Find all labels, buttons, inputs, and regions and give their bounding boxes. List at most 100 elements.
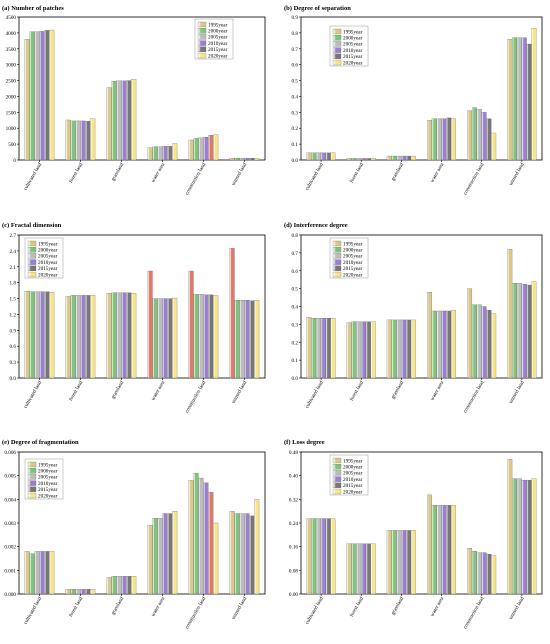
legend-swatch	[27, 240, 37, 247]
bar	[254, 499, 260, 595]
bar	[126, 576, 132, 595]
legend-label: 2005year	[343, 254, 363, 260]
x-tick-label: unused land	[508, 162, 526, 187]
bar	[234, 300, 240, 379]
y-tick-label: 0	[13, 158, 16, 164]
bar	[234, 157, 240, 161]
bar	[391, 530, 397, 595]
bar	[152, 146, 158, 161]
x-tick-label: unused land	[231, 596, 249, 621]
legend-label: 2000year	[208, 29, 228, 35]
bar	[451, 309, 456, 379]
bar	[131, 576, 137, 595]
bar	[172, 143, 178, 161]
bar	[441, 505, 447, 595]
bar	[396, 530, 402, 595]
bar	[481, 112, 487, 161]
legend-label: 2010year	[38, 260, 58, 266]
bar	[44, 30, 50, 161]
y-tick-label: 0.5	[292, 287, 299, 293]
bar	[65, 119, 71, 161]
bar	[198, 477, 204, 595]
bar	[193, 138, 199, 161]
x-tick-label: forest land	[348, 379, 365, 402]
chart-panel: (c) Fractal dimension 0.0 0.3 0.6 0.9 1.2 1.5 1…	[2, 222, 266, 414]
legend-label: 2020year	[343, 60, 363, 66]
y-tick-label: 0.6	[292, 269, 299, 275]
bar	[131, 293, 137, 379]
bar	[172, 511, 178, 595]
bar	[516, 478, 522, 595]
x-tick-label: construction land	[184, 162, 207, 196]
y-tick-label: 2500	[6, 79, 17, 85]
x-tick-label: unused land	[231, 162, 249, 187]
legend-label: 2010year	[343, 260, 363, 266]
panel-title: (c) Fractal dimension	[2, 222, 62, 229]
x-tick-label: grassland	[110, 162, 125, 182]
bar	[239, 513, 245, 595]
bar	[431, 505, 437, 595]
panel-title: (b) Degree of separation	[284, 5, 351, 12]
bar	[24, 291, 30, 379]
y-tick-label: 0.7	[292, 251, 299, 257]
bar	[361, 321, 366, 379]
bar	[441, 118, 447, 161]
legend-swatch	[27, 259, 37, 265]
y-tick-label: 0.0	[10, 376, 17, 382]
y-tick-label: 0.006	[4, 450, 16, 456]
legend-swatch	[332, 240, 342, 247]
y-tick-label: 0.6	[292, 63, 299, 69]
bar	[467, 288, 473, 379]
bar	[306, 317, 312, 379]
bar	[446, 310, 452, 379]
bar	[29, 291, 35, 379]
bar	[172, 297, 178, 379]
bar	[451, 505, 456, 595]
legend-swatch	[27, 492, 37, 499]
x-tick-label: forest land	[67, 161, 84, 184]
bar	[325, 317, 331, 379]
bar	[396, 155, 402, 161]
bar	[365, 321, 371, 379]
bar	[471, 304, 477, 379]
bar	[481, 306, 487, 379]
bar	[410, 319, 416, 379]
bar	[361, 158, 366, 161]
bar	[370, 321, 376, 379]
legend-swatch	[332, 59, 342, 66]
y-tick-label: 0.08	[289, 568, 298, 574]
bar	[426, 292, 432, 379]
bar	[471, 107, 477, 161]
legend-label: 2005year	[343, 471, 363, 477]
x-tick-label: forest land	[348, 161, 365, 184]
legend-label: 2000year	[343, 36, 363, 42]
bar	[401, 155, 407, 161]
bar	[44, 291, 50, 379]
legend-swatch	[27, 474, 37, 480]
legend-label: 1995year	[38, 241, 58, 247]
legend-swatch	[197, 21, 207, 28]
bar	[188, 480, 194, 595]
legend-swatch	[332, 28, 342, 35]
x-tick-label: grassland	[390, 596, 405, 616]
x-tick-label: water area	[429, 161, 445, 183]
plot-frame	[18, 234, 266, 379]
y-tick-label: 0.3	[292, 322, 299, 328]
bar	[491, 555, 497, 595]
y-tick-label: 0.1	[292, 358, 299, 364]
x-tick-label: cultivated land	[23, 380, 44, 410]
legend-label: 2010year	[343, 477, 363, 483]
x-tick-label: construction land	[462, 380, 485, 414]
y-tick-label: 0.9	[292, 15, 299, 21]
bar	[157, 298, 163, 379]
bar	[401, 530, 407, 595]
bar	[85, 295, 91, 379]
bar	[391, 319, 397, 379]
bar	[147, 147, 153, 161]
bar	[351, 543, 357, 595]
bar	[516, 283, 522, 379]
chart-panel: (b) Degree of separation 0.0 0.1 0.2 0.3 0.4 0…	[284, 5, 543, 196]
bar	[431, 310, 437, 379]
bar	[85, 589, 91, 595]
bar	[244, 157, 250, 161]
